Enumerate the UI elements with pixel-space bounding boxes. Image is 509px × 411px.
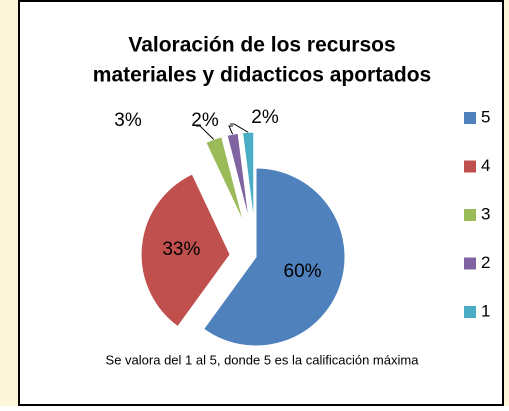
chart-title: materiales y didacticos aportados: [93, 64, 431, 87]
pie-slice: [242, 131, 255, 222]
leader-line: [228, 125, 234, 135]
legend-swatch: [464, 306, 476, 318]
data-label: 33%: [162, 239, 200, 260]
data-label: 60%: [284, 261, 322, 282]
pie-slice: [140, 173, 231, 328]
chart-title: Valoración de los recursos: [128, 34, 395, 57]
data-label: 3%: [114, 110, 142, 131]
leader-line: [230, 123, 249, 133]
pie-slice: [202, 167, 346, 347]
data-label: 2%: [251, 107, 279, 128]
legend-swatch: [464, 160, 476, 173]
legend-label: 4: [481, 156, 490, 175]
legend-label: 1: [481, 301, 490, 320]
legend-label: 3: [481, 204, 490, 223]
leader-line: [196, 125, 215, 140]
legend-swatch: [464, 257, 476, 270]
legend-label: 5: [481, 107, 490, 126]
legend-swatch: [464, 209, 476, 221]
chart-note: Se valora del 1 al 5, donde 5 es la cali…: [106, 352, 420, 367]
legend-swatch: [464, 112, 476, 124]
legend-label: 2: [481, 253, 490, 272]
data-label: 2%: [191, 110, 219, 131]
